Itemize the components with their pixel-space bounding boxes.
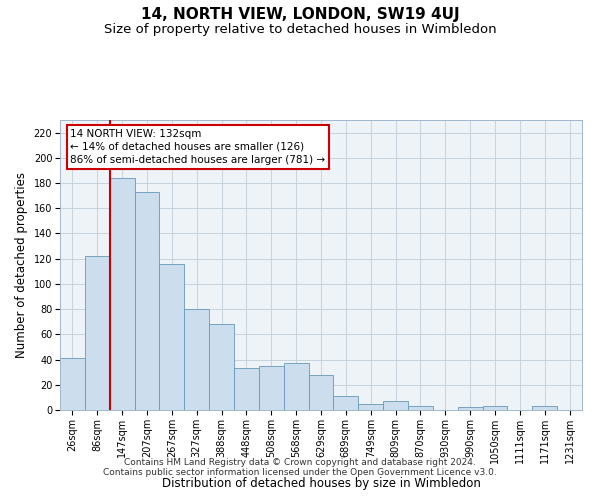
Text: Contains public sector information licensed under the Open Government Licence v3: Contains public sector information licen… (103, 468, 497, 477)
Text: Contains HM Land Registry data © Crown copyright and database right 2024.: Contains HM Land Registry data © Crown c… (124, 458, 476, 467)
Bar (358, 404, 383, 410)
Bar (308, 374, 334, 410)
Text: Distribution of detached houses by size in Wimbledon: Distribution of detached houses by size … (161, 477, 481, 490)
Bar (234, 368, 259, 410)
Bar (134, 192, 160, 410)
Bar (383, 401, 408, 410)
Bar (408, 406, 433, 410)
Bar (184, 309, 209, 410)
Text: Size of property relative to detached houses in Wimbledon: Size of property relative to detached ho… (104, 22, 496, 36)
Bar (160, 264, 184, 410)
Bar (284, 364, 308, 410)
Bar (259, 366, 284, 410)
Bar (209, 324, 234, 410)
Y-axis label: Number of detached properties: Number of detached properties (15, 172, 28, 358)
Text: 14, NORTH VIEW, LONDON, SW19 4UJ: 14, NORTH VIEW, LONDON, SW19 4UJ (140, 8, 460, 22)
Bar (110, 178, 134, 410)
Bar (458, 408, 482, 410)
Bar (334, 396, 358, 410)
Bar (482, 406, 508, 410)
Text: 14 NORTH VIEW: 132sqm
← 14% of detached houses are smaller (126)
86% of semi-det: 14 NORTH VIEW: 132sqm ← 14% of detached … (70, 128, 326, 165)
Bar (60, 358, 85, 410)
Bar (85, 256, 110, 410)
Bar (532, 406, 557, 410)
